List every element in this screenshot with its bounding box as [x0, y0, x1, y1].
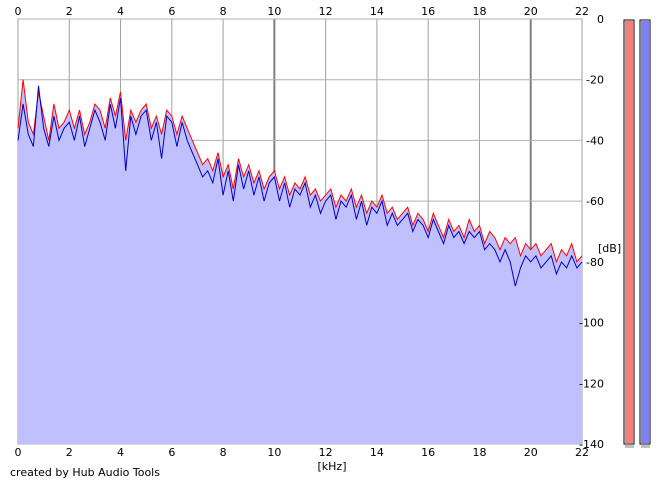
x-tick-label-top: 12: [319, 5, 333, 18]
x-tick-label-top: 14: [370, 5, 384, 18]
level-meters: [623, 19, 651, 448]
level-meter-fill: [625, 21, 633, 443]
x-tick-label-top: 0: [15, 5, 22, 18]
y-tick-label: -120: [579, 377, 604, 390]
y-tick-label: -60: [586, 195, 604, 208]
x-tick-label-top: 18: [472, 5, 486, 18]
x-tick-label-bottom: 14: [370, 446, 384, 459]
x-tick-label-bottom: 22: [575, 446, 589, 459]
x-tick-label-bottom: 2: [66, 446, 73, 459]
x-tick-label-bottom: 12: [319, 446, 333, 459]
y-tick-label: -140: [579, 438, 604, 451]
spectrum-lines: [17, 79, 583, 287]
x-tick-label-top: 16: [421, 5, 435, 18]
x-tick-label-top: 20: [524, 5, 538, 18]
x-unit-label: [kHz]: [318, 460, 347, 473]
x-axis-top: 0 2 4 6 8 10 12 14 16 18 20 22: [15, 5, 590, 18]
y-tick-label: -100: [579, 317, 604, 330]
x-axis-bottom: 0 2 4 6 8 10 12 14 16 18 20 22: [15, 446, 590, 459]
y-tick-label: -40: [586, 134, 604, 147]
x-tick-label-top: 6: [168, 5, 175, 18]
credit-text: created by Hub Audio Tools: [10, 466, 160, 479]
x-tick-label-bottom: 20: [524, 446, 538, 459]
y-tick-label: -80: [586, 256, 604, 269]
series-area: [18, 85, 582, 445]
x-tick-label-bottom: 8: [220, 446, 227, 459]
level-meter-fill: [641, 21, 649, 443]
level-meter-shadow: [625, 445, 634, 448]
series-line: [17, 85, 583, 287]
x-tick-label-top: 4: [117, 5, 124, 18]
x-tick-label-top: 8: [220, 5, 227, 18]
y-unit-label: [dB]: [598, 242, 621, 255]
x-tick-label-bottom: 18: [472, 446, 486, 459]
x-tick-label-top: 22: [575, 5, 589, 18]
x-tick-label-bottom: 16: [421, 446, 435, 459]
series-line: [17, 79, 583, 264]
x-tick-label-top: 2: [66, 5, 73, 18]
x-tick-label-bottom: 4: [117, 446, 124, 459]
x-tick-label-top: 10: [267, 5, 281, 18]
x-tick-label-bottom: 6: [168, 446, 175, 459]
level-meter-shadow: [641, 445, 650, 448]
y-axis-right: 0 -20 -40 -60 -80 -100 -120 -140: [579, 13, 604, 451]
spectrum-areas: [18, 79, 582, 445]
x-tick-label-bottom: 0: [15, 446, 22, 459]
y-tick-label: -20: [586, 74, 604, 87]
y-tick-label: 0: [597, 13, 604, 26]
x-tick-label-bottom: 10: [267, 446, 281, 459]
